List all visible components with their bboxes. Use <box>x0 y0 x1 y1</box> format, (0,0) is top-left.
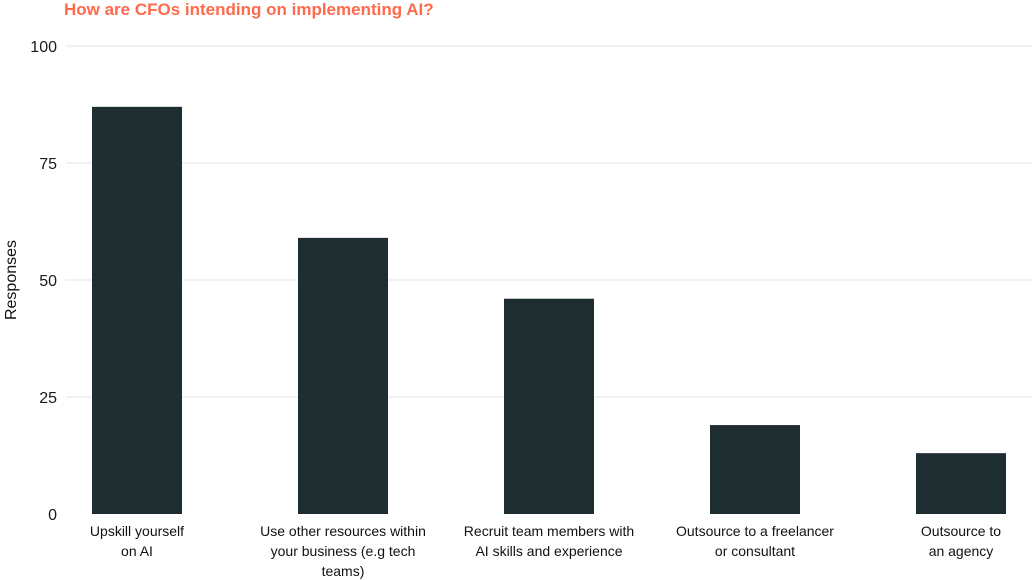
x-category-label-line: on AI <box>121 543 153 559</box>
y-tick-label: 0 <box>48 507 57 524</box>
y-axis-ticks: 0 25 50 75 100 <box>30 39 57 524</box>
x-category-label-line: Outsource to <box>921 523 1001 539</box>
x-category-label: Use other resources within your business … <box>260 523 426 579</box>
x-category-label: Outsource to a freelancer or consultant <box>676 523 834 559</box>
x-category-label-line: Outsource to a freelancer <box>676 523 834 539</box>
x-category-label-line: Recruit team members with <box>464 523 634 539</box>
x-category-label-line: your business (e.g tech <box>271 543 416 559</box>
y-tick-label: 25 <box>39 390 57 407</box>
x-category-label-line: an agency <box>929 543 994 559</box>
x-axis-labels: Upskill yourself on AI Use other resources… <box>90 523 1001 579</box>
x-category-label-line: AI skills and experience <box>475 543 622 559</box>
x-category-label-line: or consultant <box>715 543 795 559</box>
y-tick-label: 75 <box>39 156 57 173</box>
y-tick-label: 50 <box>39 273 57 290</box>
bar <box>504 298 594 514</box>
x-category-label: Upskill yourself on AI <box>90 523 184 559</box>
bars <box>92 106 1006 514</box>
y-axis-title: Responses <box>3 240 20 320</box>
bar <box>92 106 182 514</box>
bar <box>298 237 388 514</box>
x-category-label-line: Upskill yourself <box>90 523 184 539</box>
x-category-label: Outsource to an agency <box>921 523 1001 559</box>
bar <box>710 425 800 514</box>
x-category-label-line: teams) <box>322 563 365 579</box>
x-category-label: Recruit team members with AI skills and e… <box>464 523 634 559</box>
y-tick-label: 100 <box>30 39 57 56</box>
bar <box>916 453 1006 514</box>
chart-title: How are CFOs intending on implementing A… <box>64 0 434 19</box>
x-category-label-line: Use other resources within <box>260 523 426 539</box>
